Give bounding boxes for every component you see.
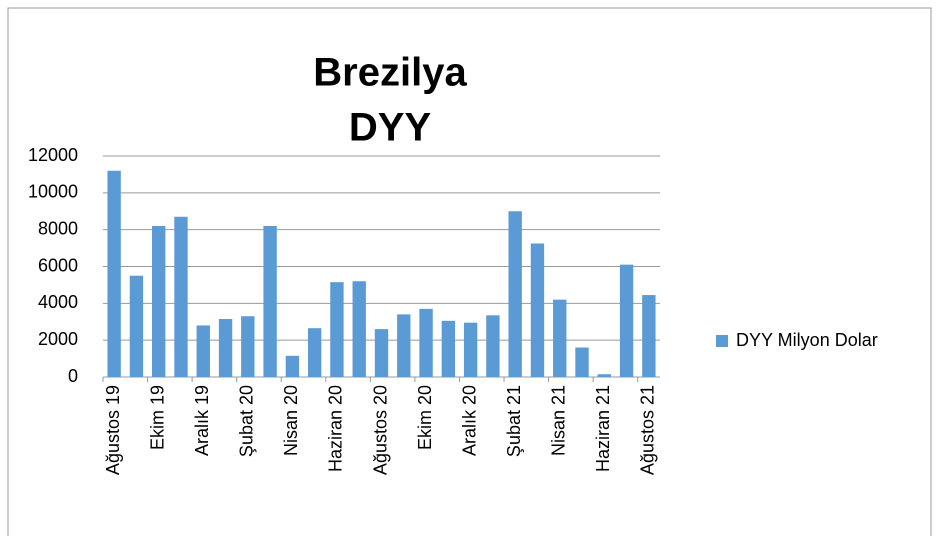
bar — [263, 225, 277, 377]
x-tick-label: Haziran 21 — [593, 385, 613, 472]
y-tick-label: 6000 — [38, 255, 78, 275]
bar — [486, 315, 500, 377]
bar — [441, 320, 456, 377]
bar — [241, 316, 255, 377]
bar — [307, 328, 322, 377]
x-tick-label: Şubat 21 — [504, 385, 524, 457]
bar — [107, 170, 121, 377]
bar — [553, 299, 567, 377]
bar — [642, 295, 656, 377]
x-tick-label: Şubat 20 — [237, 385, 257, 457]
y-tick-label: 12000 — [28, 145, 78, 165]
y-tick-label: 4000 — [38, 292, 78, 312]
chart-title: Brezilya — [313, 51, 467, 95]
x-tick-label: Aralık 20 — [459, 385, 479, 456]
bar — [152, 225, 166, 377]
x-tick-label: Nisan 20 — [281, 385, 301, 456]
bar — [463, 322, 478, 377]
y-tick-label: 2000 — [38, 329, 78, 349]
bar — [619, 264, 634, 377]
bar — [218, 318, 233, 377]
x-tick-label: Ağustos 21 — [638, 385, 658, 475]
x-tick-label: Ağustos 19 — [103, 385, 123, 475]
y-tick-label: 8000 — [38, 218, 78, 238]
y-tick-label: 10000 — [28, 182, 78, 202]
bar — [129, 275, 144, 377]
bar — [575, 347, 589, 377]
bar — [597, 374, 611, 377]
bar — [397, 314, 411, 377]
bar — [530, 243, 545, 377]
x-tick-label: Ekim 19 — [147, 385, 167, 450]
x-tick-label: Nisan 21 — [548, 385, 568, 456]
bar — [352, 281, 366, 377]
x-tick-label: Ağustos 20 — [370, 385, 390, 475]
x-tick-label: Ekim 20 — [415, 385, 435, 450]
x-tick-label: Haziran 20 — [326, 385, 346, 472]
x-tick-label: Aralık 19 — [192, 385, 212, 456]
legend-label: DYY Milyon Dolar — [736, 330, 878, 350]
bar — [374, 329, 389, 377]
bar — [419, 308, 433, 377]
legend-swatch — [716, 335, 728, 347]
bar — [508, 211, 522, 377]
bar — [330, 282, 344, 377]
y-tick-label: 0 — [68, 366, 78, 386]
bar — [196, 325, 210, 377]
chart-title: DYY — [349, 106, 432, 150]
bar — [285, 355, 300, 377]
bar — [174, 216, 188, 377]
